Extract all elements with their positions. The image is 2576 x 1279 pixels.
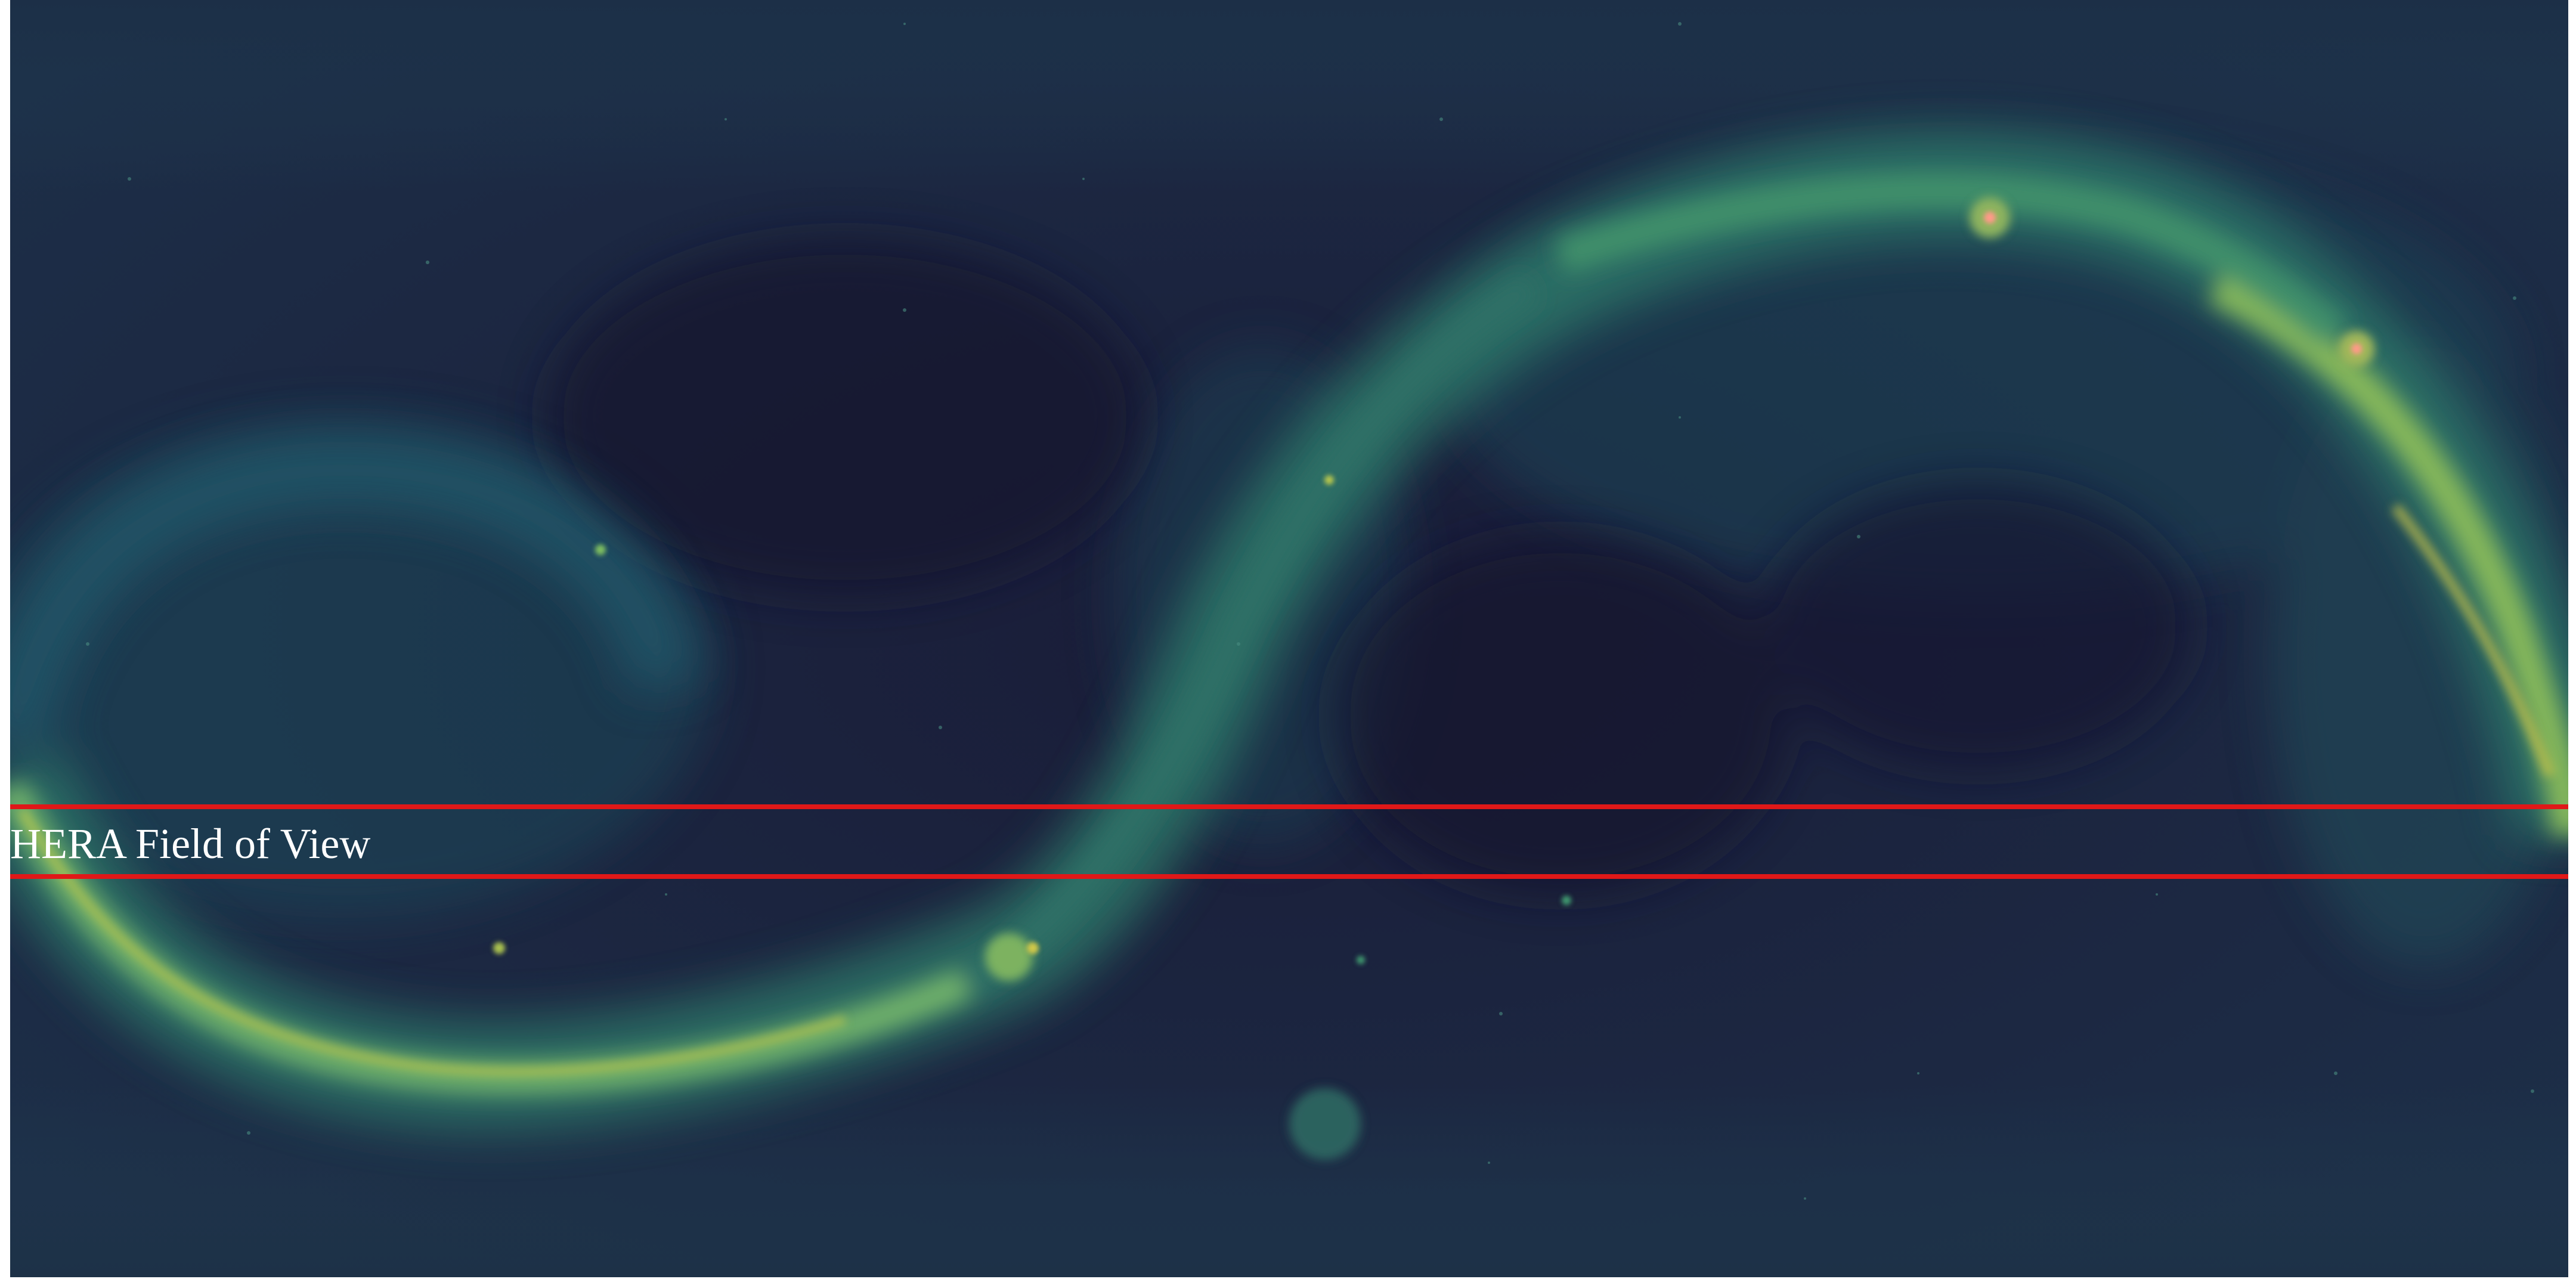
sky-map-image xyxy=(10,0,2568,1277)
fov-label: HERA Field of View xyxy=(10,820,371,868)
sky-map: HERA Field of View xyxy=(10,0,2568,1277)
fov-top-line xyxy=(10,804,2568,809)
fov-bottom-line xyxy=(10,874,2568,879)
